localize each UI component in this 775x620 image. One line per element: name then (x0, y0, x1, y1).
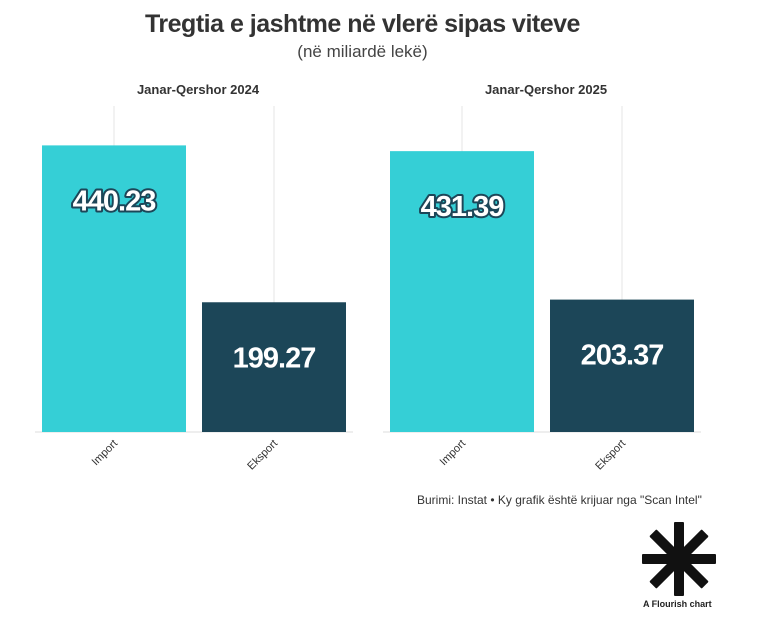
bar-import[interactable] (42, 145, 186, 432)
panel-title-2025: Janar-Qershor 2025 (484, 82, 608, 97)
bar-import[interactable] (390, 151, 534, 432)
flourish-label[interactable]: A Flourish chart (643, 599, 712, 609)
category-tick-label: Import (438, 438, 469, 469)
chart-subtitle: (në miliardë lekë) (297, 42, 428, 61)
chart-title: Tregtia e jashtme në vlerë sipas viteve (145, 10, 580, 38)
bar-eksport[interactable] (550, 299, 694, 432)
bar-eksport[interactable] (202, 302, 346, 432)
category-tick-label: Eksport (593, 438, 628, 473)
panel-title-2024: Janar-Qershor 2024 (136, 82, 260, 97)
bar-value-label: 431.39 (421, 191, 505, 223)
bar-value-label: 199.27 (233, 342, 316, 374)
category-tick-label: Eksport (245, 438, 280, 473)
category-tick-label: Import (90, 438, 121, 469)
source-note: Burimi: Instat • Ky grafik është krijuar… (417, 493, 702, 507)
bar-value-label: 440.23 (73, 185, 157, 217)
flourish-logo-icon[interactable] (640, 520, 718, 598)
bar-value-label: 203.37 (581, 340, 664, 372)
